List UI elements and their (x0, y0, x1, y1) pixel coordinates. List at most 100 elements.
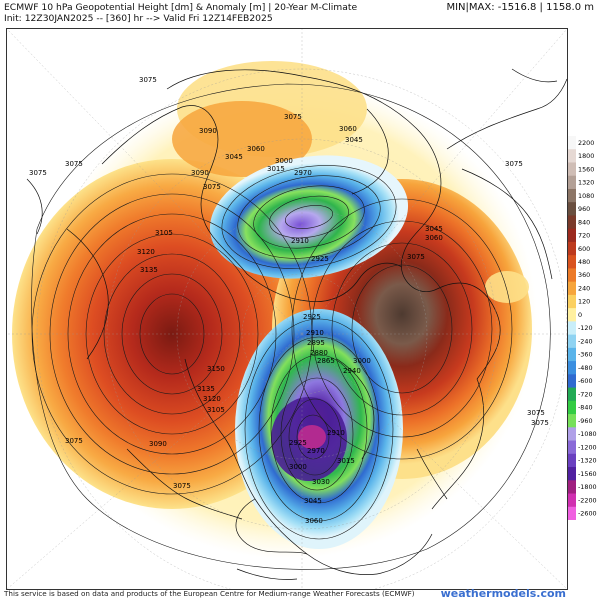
contour-label: 3090 (191, 169, 209, 177)
contour-label: 2970 (294, 169, 312, 177)
contour-label: 3045 (425, 225, 443, 233)
contour-label: 2925 (303, 313, 321, 321)
colorbar-label: 480 (578, 258, 590, 266)
contour-label: 3120 (137, 248, 155, 256)
contour-label: 3030 (312, 478, 330, 486)
contour-label: 3075 (173, 482, 191, 490)
colorbar-label: -240 (578, 337, 593, 345)
colorbar-swatch (568, 308, 576, 322)
colorbar-label: -1320 (578, 457, 597, 465)
contour-label: 3000 (353, 357, 371, 365)
contour-label: 2925 (311, 255, 329, 263)
contour-label: 3060 (425, 234, 443, 242)
colorbar-label: 360 (578, 271, 590, 279)
contour-label: 3105 (207, 406, 225, 414)
colorbar-swatch (568, 294, 576, 309)
colorbar-swatch (568, 506, 576, 521)
colorbar-label: -720 (578, 390, 593, 398)
height-contours (31, 83, 551, 570)
chart-title: ECMWF 10 hPa Geopotential Height [dm] & … (4, 2, 357, 24)
colorbar-label: 720 (578, 232, 590, 240)
brand-logo[interactable]: weathermodels.com (440, 587, 566, 600)
colorbar-swatch (568, 493, 576, 508)
colorbar-label: 960 (578, 205, 590, 213)
contour-label: 3045 (345, 136, 363, 144)
contour-label: 2940 (343, 367, 361, 375)
colorbar-label: -960 (578, 417, 593, 425)
contour-label: 3075 (65, 160, 83, 168)
colorbar-swatch (568, 228, 576, 243)
colorbar-swatch (568, 136, 576, 150)
colorbar-label: 600 (578, 245, 590, 253)
contour-label: 3135 (197, 385, 215, 393)
colorbar-svg: 2200 1800 1560 1320 1080 960 840 720 600 480 360 24… (568, 136, 597, 521)
colorbar-swatch (568, 440, 576, 455)
map-panel: 3075 3075 3075 3075 3075 3075 3075 3075 … (6, 28, 568, 590)
contour-label: 2910 (291, 237, 309, 245)
contour-label: 3075 (284, 113, 302, 121)
colorbar-label: -480 (578, 364, 593, 372)
colorbar-label: -600 (578, 377, 593, 385)
contour-label: 3090 (149, 440, 167, 448)
colorbar-swatch (568, 202, 576, 216)
colorbar-label: -1200 (578, 443, 597, 451)
colorbar-label: -1800 (578, 483, 597, 491)
contour-label: 3150 (207, 365, 225, 373)
contour-label: 2925 (289, 439, 307, 447)
colorbar-swatch (568, 281, 576, 296)
contour-label: 2970 (307, 447, 325, 455)
colorbar-swatch (568, 347, 576, 362)
contour-label: 2910 (306, 329, 324, 337)
contour-label: 3075 (527, 409, 545, 417)
contour-label: 3075 (505, 160, 523, 168)
contour-label: 3075 (139, 76, 157, 84)
colorbar-label: 840 (578, 218, 590, 226)
colorbar-swatch (568, 480, 576, 495)
contour-label: 3090 (199, 127, 217, 135)
colorbar-swatch (568, 414, 576, 428)
contour-label: 3015 (337, 457, 355, 465)
colorbar-label: 240 (578, 284, 590, 292)
colorbar-legend: 2200 1800 1560 1320 1080 960 840 720 600 480 360 24… (568, 136, 600, 521)
colorbar-swatch (568, 361, 576, 375)
contour-label: 3105 (155, 229, 173, 237)
minmax-readout: MIN|MAX: -1516.8 | 1158.0 m (446, 2, 594, 13)
colorbar-label: -360 (578, 351, 593, 359)
colorbar-label: 1560 (578, 165, 594, 173)
colorbar-swatch (568, 321, 576, 336)
colorbar-swatch (568, 334, 576, 349)
contour-label: 3120 (203, 395, 221, 403)
lat-lon-grid (7, 29, 567, 589)
contour-label: 3075 (203, 183, 221, 191)
title-line-1: ECMWF 10 hPa Geopotential Height [dm] & … (4, 2, 358, 13)
contour-label: 3045 (304, 497, 322, 505)
colorbar-label: 1320 (578, 179, 594, 187)
colorbar-swatch (568, 453, 576, 468)
contour-label: 3045 (225, 153, 243, 161)
contour-label: 3000 (289, 463, 307, 471)
contour-labels: 3075 3075 3075 3075 3075 3075 3075 3075 … (29, 76, 549, 525)
colorbar-swatch (568, 149, 576, 163)
title-line-2: Init: 12Z30JAN2025 -- [360] hr --> Valid… (4, 13, 273, 24)
map-canvas: 3075 3075 3075 3075 3075 3075 3075 3075 … (7, 29, 567, 589)
contour-label: 3075 (407, 253, 425, 261)
colorbar-label: 1080 (578, 192, 594, 200)
colorbar-swatch (568, 175, 576, 190)
contour-label: 3000 (275, 157, 293, 165)
contour-label: 3060 (339, 125, 357, 133)
contour-label: 3075 (29, 169, 47, 177)
contour-label: 3135 (140, 266, 158, 274)
contour-label: 3075 (65, 437, 83, 445)
contour-label: 3015 (267, 165, 285, 173)
colorbar-swatch (568, 400, 576, 415)
attribution-text: This service is based on data and produc… (4, 589, 415, 598)
colorbar-label: 0 (578, 311, 582, 319)
colorbar-swatch (568, 215, 576, 230)
colorbar-label: 1800 (578, 152, 594, 160)
colorbar-swatch (568, 162, 576, 177)
footer: This service is based on data and produc… (0, 587, 600, 600)
colorbar-swatch (568, 374, 576, 389)
contour-label: 2910 (327, 429, 345, 437)
colorbar-swatch (568, 255, 576, 269)
colorbar-swatch (568, 188, 576, 203)
